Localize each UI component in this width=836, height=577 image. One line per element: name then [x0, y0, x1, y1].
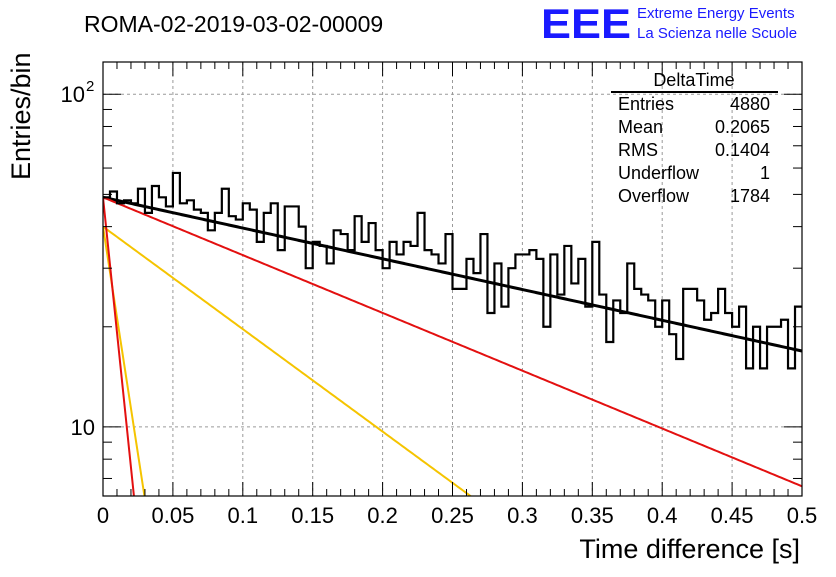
stats-label-underflow: Underflow [618, 163, 700, 183]
y-axis-title: Entries/bin [6, 52, 36, 180]
stats-label-overflow: Overflow [618, 186, 690, 206]
axis-ticks [102, 62, 803, 496]
x-tick-label: 0.5 [787, 503, 818, 528]
logo-line-2: La Scienza nelle Scuole [637, 25, 797, 42]
stats-label-entries: Entries [618, 94, 674, 114]
fit-curve-3 [103, 225, 473, 496]
eee-logo: EEE [541, 0, 631, 47]
x-tick-label: 0.45 [711, 503, 754, 528]
y-tick-label: 10 [71, 415, 95, 440]
x-tick-label: 0.2 [367, 503, 398, 528]
stats-box-title: DeltaTime [653, 70, 734, 90]
stats-box: DeltaTime Entries 4880 Mean 0.2065 RMS 0… [611, 70, 778, 206]
stats-label-rms: RMS [618, 140, 658, 160]
x-tick-label: 0.4 [647, 503, 678, 528]
x-tick-label: 0.15 [291, 503, 334, 528]
x-tick-label: 0.3 [507, 503, 538, 528]
x-axis-title: Time difference [s] [579, 534, 800, 564]
grid [103, 62, 802, 496]
stats-value-overflow: 1784 [730, 186, 770, 206]
y-tick-exponent: 2 [86, 78, 94, 95]
stats-value-entries: 4880 [730, 94, 770, 114]
logo-line-1: Extreme Energy Events [637, 5, 795, 22]
fit-curve-2 [103, 196, 802, 488]
fit-curve-5 [103, 197, 135, 496]
y-tick-label: 10 [61, 82, 85, 107]
stats-value-mean: 0.2065 [715, 117, 770, 137]
x-tick-label: 0 [97, 503, 109, 528]
x-tick-label: 0.25 [431, 503, 474, 528]
stats-label-mean: Mean [618, 117, 663, 137]
histogram-outline [103, 171, 802, 370]
tick-labels: 0 0.05 0.1 0.15 0.2 0.25 0.3 0.35 0.4 0.45 0.51010… [61, 78, 818, 528]
chart-title: ROMA-02-2019-03-02-00009 [84, 11, 383, 37]
stats-value-rms: 0.1404 [715, 140, 770, 160]
x-tick-label: 0.05 [151, 503, 194, 528]
stats-value-underflow: 1 [760, 163, 770, 183]
x-tick-label: 0.1 [228, 503, 259, 528]
x-tick-label: 0.35 [571, 503, 614, 528]
